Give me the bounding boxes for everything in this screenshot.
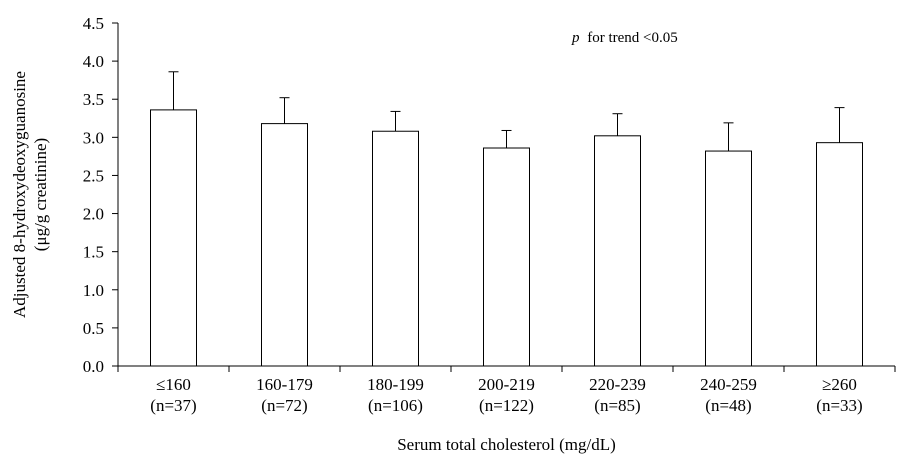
trend-annotation: p for trend <0.05: [571, 30, 678, 46]
category-labels: ≤160 (n=37) 160-179 (n=72) 180-199 (n=106) 200…: [150, 375, 862, 415]
category-sample-size: (n=37): [150, 396, 196, 415]
y-tick-label: 0.0: [83, 357, 104, 376]
bars: [151, 110, 863, 366]
y-tick-label: 0.5: [83, 319, 104, 338]
category-sample-size: (n=48): [705, 396, 751, 415]
bar: [373, 131, 419, 366]
category-sample-size: (n=33): [816, 396, 862, 415]
category-sample-size: (n=122): [479, 396, 534, 415]
y-tick-label: 3.0: [83, 128, 104, 147]
y-tick-label: 1.0: [83, 281, 104, 300]
y-ticks: 0.0 0.5 1.0 1.5 2.0 2.5 3.0 3.5 4.0 4.5: [83, 14, 118, 376]
x-ticks: [118, 366, 895, 372]
category-label: ≤160: [156, 375, 191, 394]
category-label: ≥260: [822, 375, 857, 394]
bar: [262, 124, 308, 366]
trend-annotation-text: for trend <0.05: [587, 30, 678, 46]
y-tick-label: 3.5: [83, 90, 104, 109]
y-tick-label: 4.5: [83, 14, 104, 33]
category-label: 200-219: [478, 375, 535, 394]
category-sample-size: (n=72): [261, 396, 307, 415]
category-label: 220-239: [589, 375, 646, 394]
category-label: 240-259: [700, 375, 757, 394]
trend-annotation-p: p: [571, 30, 580, 46]
bar: [151, 110, 197, 366]
bar: [595, 136, 641, 366]
category-sample-size: (n=85): [594, 396, 640, 415]
category-label: 180-199: [367, 375, 424, 394]
bar: [706, 151, 752, 366]
category-sample-size: (n=106): [368, 396, 423, 415]
category-label: 160-179: [256, 375, 313, 394]
y-tick-label: 4.0: [83, 52, 104, 71]
x-axis-title: Serum total cholesterol (mg/dL): [397, 435, 616, 454]
bar: [484, 148, 530, 366]
y-axis-title-line2: (μg/g creatinine): [31, 138, 50, 251]
y-tick-label: 2.0: [83, 205, 104, 224]
y-tick-label: 1.5: [83, 243, 104, 262]
y-axis-title-group: Adjusted 8-hydroxydeoxyguanosine (μg/g c…: [10, 71, 50, 318]
bar: [817, 143, 863, 366]
y-axis-title-line1: Adjusted 8-hydroxydeoxyguanosine: [10, 71, 29, 318]
y-tick-label: 2.5: [83, 166, 104, 185]
